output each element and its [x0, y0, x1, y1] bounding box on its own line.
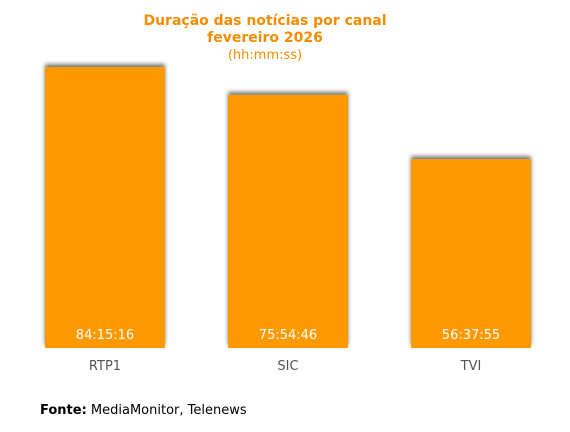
chart-unit-label: (hh:mm:ss) — [227, 48, 303, 63]
data-label-rtp1: 84:15:16 — [76, 328, 134, 343]
x-tick-label-sic: SIC — [277, 359, 298, 374]
bar-tvi — [411, 159, 531, 348]
source-note: Fonte: MediaMonitor, Telenews — [40, 403, 247, 418]
chart-title: Duração das notícias por canal — [143, 13, 387, 29]
source-label: Fonte: — [40, 403, 87, 418]
source-text: MediaMonitor, Telenews — [90, 403, 247, 418]
bar-rtp1 — [45, 67, 165, 348]
bar-sic — [228, 94, 348, 348]
chart-subtitle: fevereiro 2026 — [207, 30, 323, 46]
data-label-tvi: 56:37:55 — [442, 328, 500, 343]
bars-layer: 84:15:16 RTP1 75:54:46 SIC 56:37:55 TVI — [45, 67, 531, 374]
chart-title-block: Duração das notícias por canal fevereiro… — [0, 13, 530, 64]
x-tick-label-tvi: TVI — [460, 359, 482, 374]
data-label-sic: 75:54:46 — [259, 328, 317, 343]
x-tick-label-rtp1: RTP1 — [89, 359, 121, 374]
